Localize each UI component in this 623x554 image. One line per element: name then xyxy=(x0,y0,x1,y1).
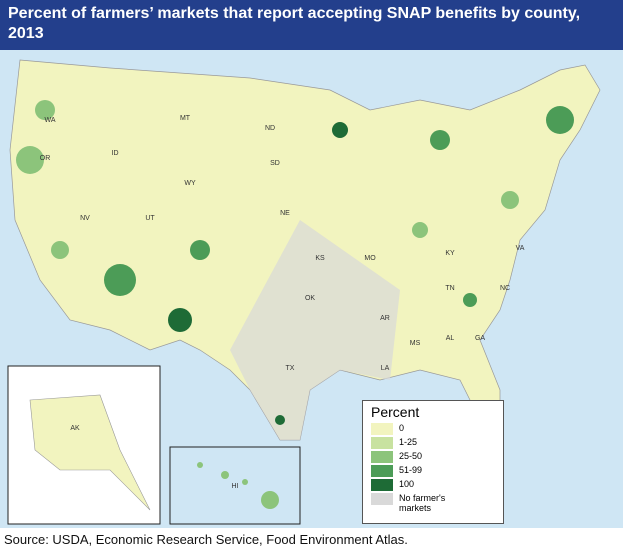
title: Percent of farmers’ markets that report … xyxy=(8,5,581,42)
state-label: HI xyxy=(232,483,239,490)
legend-label: 51-99 xyxy=(399,465,423,475)
title-bar: Percent of farmers’ markets that report … xyxy=(0,0,623,50)
state-label: AL xyxy=(446,335,455,342)
state-label: KS xyxy=(315,255,325,262)
state-label: MO xyxy=(364,255,376,262)
state-label: NC xyxy=(500,285,510,292)
legend-swatch xyxy=(371,437,393,449)
state-label: AK xyxy=(70,425,80,432)
hawaii xyxy=(197,462,279,509)
hawaii-inset xyxy=(169,446,301,525)
state-label: LA xyxy=(381,365,390,372)
state-label: TN xyxy=(445,285,454,292)
state-label: ND xyxy=(265,125,275,132)
legend-swatch xyxy=(371,493,393,505)
state-label: WA xyxy=(44,117,55,124)
state-label: MS xyxy=(410,340,421,347)
legend-item: 0 xyxy=(371,423,495,435)
green-patches xyxy=(16,100,574,425)
state-label: NE xyxy=(280,210,290,217)
legend-label: 25-50 xyxy=(399,451,423,461)
alaska xyxy=(29,394,151,511)
legend-item: 100 xyxy=(371,479,495,491)
legend-label: 0 xyxy=(399,423,405,433)
legend-label: 1-25 xyxy=(399,437,418,447)
state-label: AR xyxy=(380,315,390,322)
legend-item: 25-50 xyxy=(371,451,495,463)
legend: Percent 0 1-25 25-50 51-99 100 No farmer's ma… xyxy=(362,400,504,524)
state-label: ID xyxy=(112,150,119,157)
state-label: KY xyxy=(445,250,455,257)
state-label: TX xyxy=(286,365,295,372)
source: Source: USDA, Economic Research Service,… xyxy=(4,532,408,547)
texas-region xyxy=(230,220,400,440)
state-label: SD xyxy=(270,160,280,167)
state-label: GA xyxy=(475,335,485,342)
state-label: VA xyxy=(516,245,525,252)
legend-swatch xyxy=(371,465,393,477)
state-label: MT xyxy=(180,115,191,122)
state-label: OK xyxy=(305,295,315,302)
state-label: WY xyxy=(184,180,196,187)
state-label: UT xyxy=(145,215,155,222)
legend-item: 51-99 xyxy=(371,465,495,477)
legend-title: Percent xyxy=(371,404,420,420)
legend-label: 100 xyxy=(399,479,415,489)
state-label: NV xyxy=(80,215,90,222)
map: WA OR ID MT WY ND SD NE NV UT KS MO OK TX AR LA MS AL GA TN… xyxy=(0,50,623,528)
state-labels: WA OR ID MT WY ND SD NE NV UT KS MO OK TX AR LA MS AL GA TN… xyxy=(40,115,525,490)
legend-item: No farmer's markets xyxy=(371,493,495,513)
legend-swatch xyxy=(371,479,393,491)
legend-label: No farmer's markets xyxy=(399,493,446,513)
legend-swatch xyxy=(371,451,393,463)
state-label: OR xyxy=(40,155,51,162)
legend-swatch xyxy=(371,423,393,435)
legend-item: 1-25 xyxy=(371,437,495,449)
